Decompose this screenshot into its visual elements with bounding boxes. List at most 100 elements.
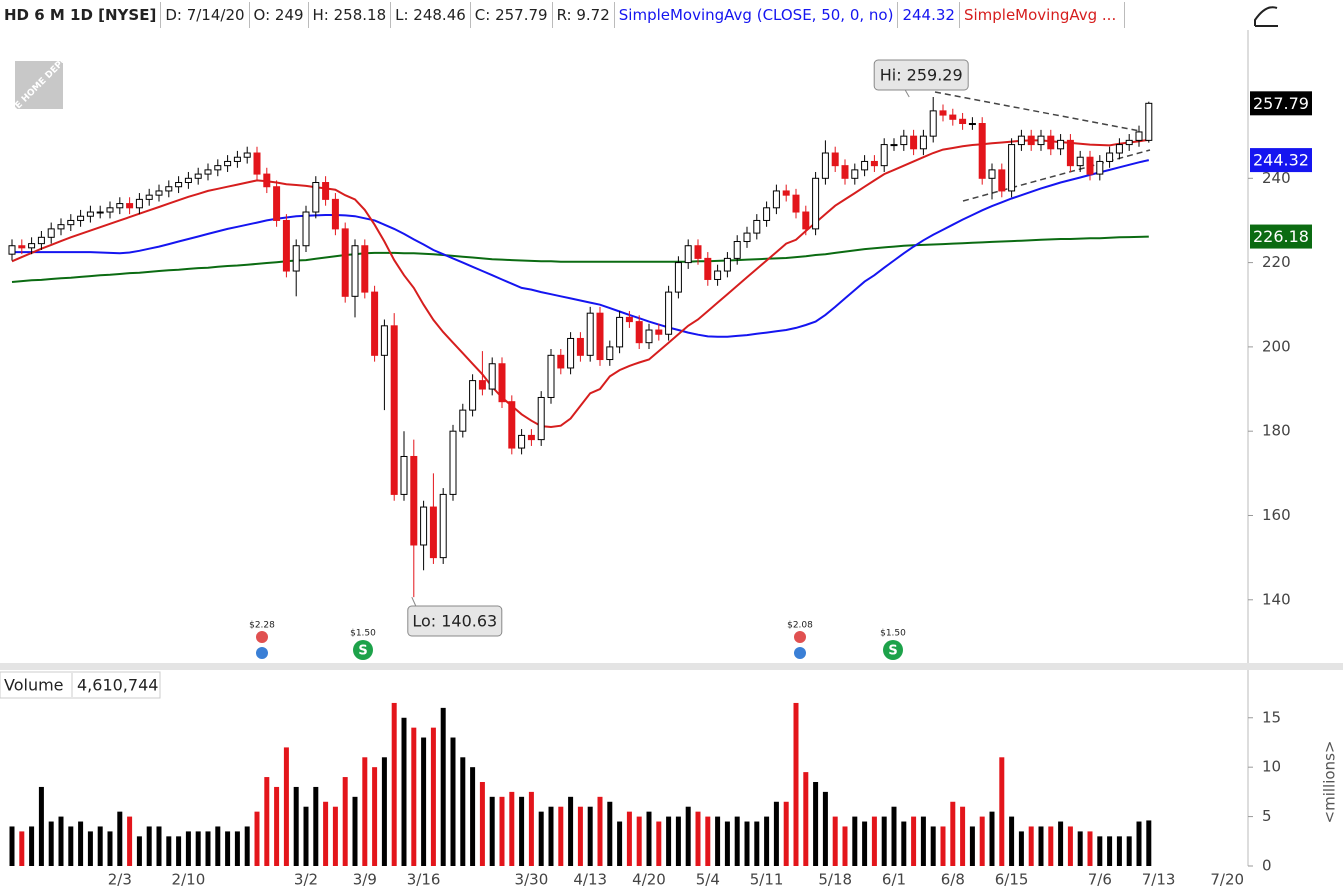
candle-body — [1027, 135, 1035, 146]
candle-body — [420, 506, 428, 546]
candle-body — [77, 215, 85, 221]
candle-body — [194, 173, 202, 179]
volume-bar — [499, 796, 505, 866]
volume-bar — [734, 816, 740, 866]
annotation-box — [873, 59, 969, 91]
last-price: 257.79 — [1253, 94, 1309, 113]
volume-bar — [1087, 831, 1093, 866]
candle-body — [341, 228, 349, 297]
volume-bar — [68, 826, 74, 866]
volume-bar — [509, 791, 515, 866]
volume-bar — [352, 796, 358, 866]
volume-bar — [695, 811, 701, 866]
y-tick-label: 5 — [1262, 807, 1272, 825]
volume-bar — [685, 806, 691, 866]
style-icon[interactable] — [1254, 6, 1278, 27]
earnings-icon — [794, 647, 806, 659]
volume-bar — [372, 767, 378, 866]
candle-body — [508, 401, 516, 449]
candle-body — [900, 135, 908, 146]
volume-bar — [1058, 821, 1064, 866]
annotation-leader — [411, 596, 417, 607]
volume-bar — [283, 747, 289, 866]
volume-bar — [1077, 831, 1083, 866]
volume-bar — [450, 737, 456, 866]
y-tick-label: 200 — [1262, 337, 1291, 355]
earnings-icon — [256, 631, 268, 643]
volume-bar — [332, 806, 338, 866]
sma50-price: 244.32 — [1253, 151, 1309, 170]
panel-separator — [0, 663, 1343, 670]
moving-average — [11, 138, 1149, 429]
dividend-icon — [353, 640, 373, 660]
annotation-leader — [904, 89, 910, 98]
volume-bar — [185, 831, 191, 866]
annotation-box — [407, 605, 503, 637]
volume-bar — [489, 796, 495, 866]
event-label: $2.28 — [249, 621, 275, 631]
x-tick-label: 3/2 — [294, 871, 318, 889]
candle-body — [968, 123, 976, 126]
candle-body — [135, 198, 143, 209]
volume-bar — [675, 816, 681, 866]
trendline — [962, 149, 1151, 202]
logo-text: THE HOME DEPOT — [4, 49, 76, 121]
y-tick-label: 180 — [1262, 422, 1291, 440]
header-item: L: 248.46 — [391, 2, 471, 28]
header-item: H: 258.18 — [309, 2, 392, 28]
candle-body — [37, 236, 45, 245]
candle-body — [831, 152, 839, 167]
candle-body — [322, 182, 330, 200]
annotation: Hi: 259.29 — [880, 66, 963, 85]
candle-body — [1096, 160, 1104, 175]
volume-bar — [1009, 816, 1015, 866]
volume-bar — [969, 826, 975, 866]
sma200-price: 226.18 — [1253, 227, 1309, 246]
volume-bar — [166, 836, 172, 866]
x-tick-label: 7/20 — [1210, 871, 1244, 889]
study-name[interactable]: SimpleMovingAvg (CLOSE, 50, 0, no) — [615, 2, 899, 28]
study-name[interactable]: SimpleMovingAvg ... — [960, 2, 1126, 28]
last-price-bg — [1250, 91, 1312, 116]
volume-bar — [342, 777, 348, 866]
candle-body — [224, 160, 232, 167]
candle-body — [1008, 144, 1016, 192]
volume-bar — [9, 826, 15, 866]
volume-bar — [146, 826, 152, 866]
candle-body — [576, 337, 584, 356]
volume-bar — [58, 816, 64, 866]
volume-bar — [548, 806, 554, 866]
candle-body — [782, 190, 790, 196]
earnings-icon — [256, 647, 268, 659]
event-label: $1.50 — [880, 629, 906, 639]
volume-bar — [891, 806, 897, 866]
candle-body — [890, 144, 898, 147]
candle-body — [371, 291, 379, 356]
candle-body — [880, 144, 888, 167]
candle-body — [949, 114, 957, 120]
candle-body — [429, 506, 437, 559]
volume-bar — [832, 816, 838, 866]
study-value: 244.32 — [898, 2, 960, 28]
volume-bar — [724, 821, 730, 866]
volume-bar — [744, 821, 750, 866]
candle-body — [488, 363, 496, 390]
candle-body — [459, 409, 467, 432]
candle-body — [616, 316, 624, 348]
volume-bar — [705, 816, 711, 866]
candle-body — [312, 182, 320, 213]
x-tick-label: 6/15 — [995, 871, 1029, 889]
candle-body — [400, 455, 408, 495]
candle-body — [126, 203, 134, 209]
volume-bar — [842, 826, 848, 866]
volume-bar — [1126, 836, 1132, 866]
y-tick-label: 220 — [1262, 253, 1291, 271]
volume-bar — [871, 816, 877, 866]
candle-body — [684, 245, 692, 264]
candle-body — [1115, 144, 1123, 154]
x-tick-label: 7/6 — [1088, 871, 1112, 889]
volume-bar — [29, 826, 35, 866]
x-tick-label: 5/18 — [818, 871, 852, 889]
candle-body — [625, 316, 633, 323]
x-tick-label: 5/4 — [696, 871, 720, 889]
